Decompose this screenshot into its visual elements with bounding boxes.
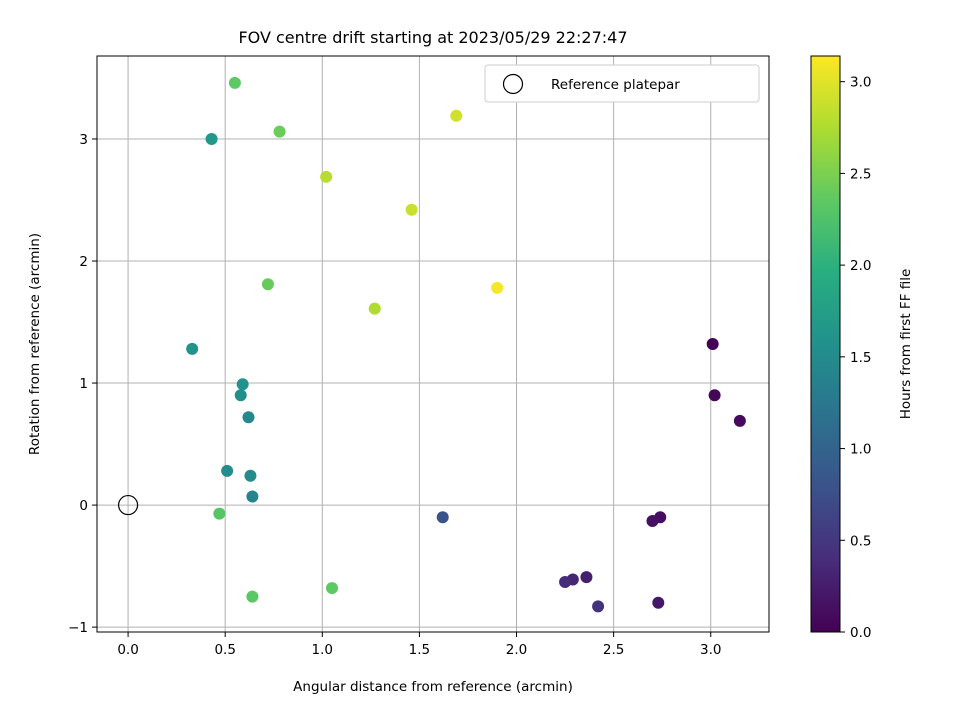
data-point bbox=[491, 281, 504, 294]
x-tick-label: 2.0 bbox=[506, 642, 527, 658]
y-tick-label: −1 bbox=[68, 620, 88, 636]
colorbar-tick-label: 2.5 bbox=[850, 166, 871, 182]
y-axis-label: Rotation from reference (arcmin) bbox=[27, 233, 43, 455]
data-point bbox=[213, 507, 226, 520]
data-point bbox=[450, 109, 463, 122]
data-point bbox=[205, 132, 218, 145]
data-point bbox=[244, 469, 257, 482]
legend-label: Reference platepar bbox=[551, 77, 680, 93]
data-point bbox=[436, 511, 449, 524]
grid-lines bbox=[97, 56, 769, 632]
data-point bbox=[706, 338, 719, 350]
data-point bbox=[242, 411, 255, 424]
y-axis-ticks: −1 0 1 2 3 bbox=[68, 132, 97, 636]
colorbar-tick-label: 2.0 bbox=[850, 258, 871, 274]
x-tick-label: 2.5 bbox=[603, 642, 624, 658]
y-tick-label: 1 bbox=[79, 376, 88, 392]
legend-marker bbox=[502, 73, 524, 95]
y-tick-label: 0 bbox=[79, 498, 88, 514]
colorbar-tick-label: 1.5 bbox=[850, 350, 871, 366]
data-point bbox=[326, 582, 339, 595]
data-point bbox=[261, 278, 274, 291]
data-point bbox=[580, 571, 593, 584]
colorbar-tick-label: 0.0 bbox=[850, 625, 871, 641]
data-point bbox=[708, 389, 721, 402]
data-point bbox=[320, 170, 333, 183]
x-axis-label: Angular distance from reference (arcmin) bbox=[293, 679, 573, 695]
data-point bbox=[186, 342, 199, 355]
colorbar-gradient bbox=[810, 55, 841, 633]
colorbar-tick-label: 3.0 bbox=[850, 75, 871, 91]
x-axis-ticks: 0.0 0.5 1.0 1.5 2.0 2.5 3.0 bbox=[117, 632, 721, 658]
colorbar: 0.0 0.5 1.0 1.5 2.0 2.5 3.0 Hours from first F… bbox=[810, 55, 914, 641]
data-point bbox=[221, 464, 234, 477]
x-tick-label: 1.5 bbox=[409, 642, 430, 658]
reference-platepar-marker bbox=[117, 494, 139, 516]
data-point bbox=[234, 389, 247, 402]
data-point bbox=[236, 378, 249, 391]
chart-title: FOV centre drift starting at 2023/05/29 … bbox=[238, 28, 627, 47]
data-point bbox=[228, 76, 241, 89]
plot-frame bbox=[96, 55, 770, 633]
colorbar-tick-label: 1.0 bbox=[850, 442, 871, 458]
data-point bbox=[246, 590, 259, 603]
colorbar-ticks: 0.0 0.5 1.0 1.5 2.0 2.5 3.0 bbox=[840, 75, 871, 641]
data-point bbox=[273, 125, 286, 138]
x-tick-label: 3.0 bbox=[700, 642, 721, 658]
colorbar-tick-label: 0.5 bbox=[850, 533, 871, 549]
data-point bbox=[592, 600, 605, 613]
data-point bbox=[733, 414, 746, 427]
y-tick-label: 2 bbox=[79, 254, 88, 270]
x-tick-label: 1.0 bbox=[312, 642, 333, 658]
colorbar-label: Hours from first FF file bbox=[898, 269, 914, 420]
x-tick-label: 0.0 bbox=[117, 642, 138, 658]
legend: Reference platepar bbox=[484, 64, 760, 103]
data-point bbox=[368, 302, 381, 315]
x-tick-label: 0.5 bbox=[214, 642, 235, 658]
data-points bbox=[186, 76, 746, 613]
data-point bbox=[652, 596, 665, 609]
data-point bbox=[646, 514, 659, 527]
y-tick-label: 3 bbox=[79, 132, 88, 148]
data-point bbox=[246, 490, 259, 503]
data-point bbox=[405, 203, 418, 216]
data-point bbox=[559, 575, 572, 588]
legend-box bbox=[484, 64, 760, 103]
